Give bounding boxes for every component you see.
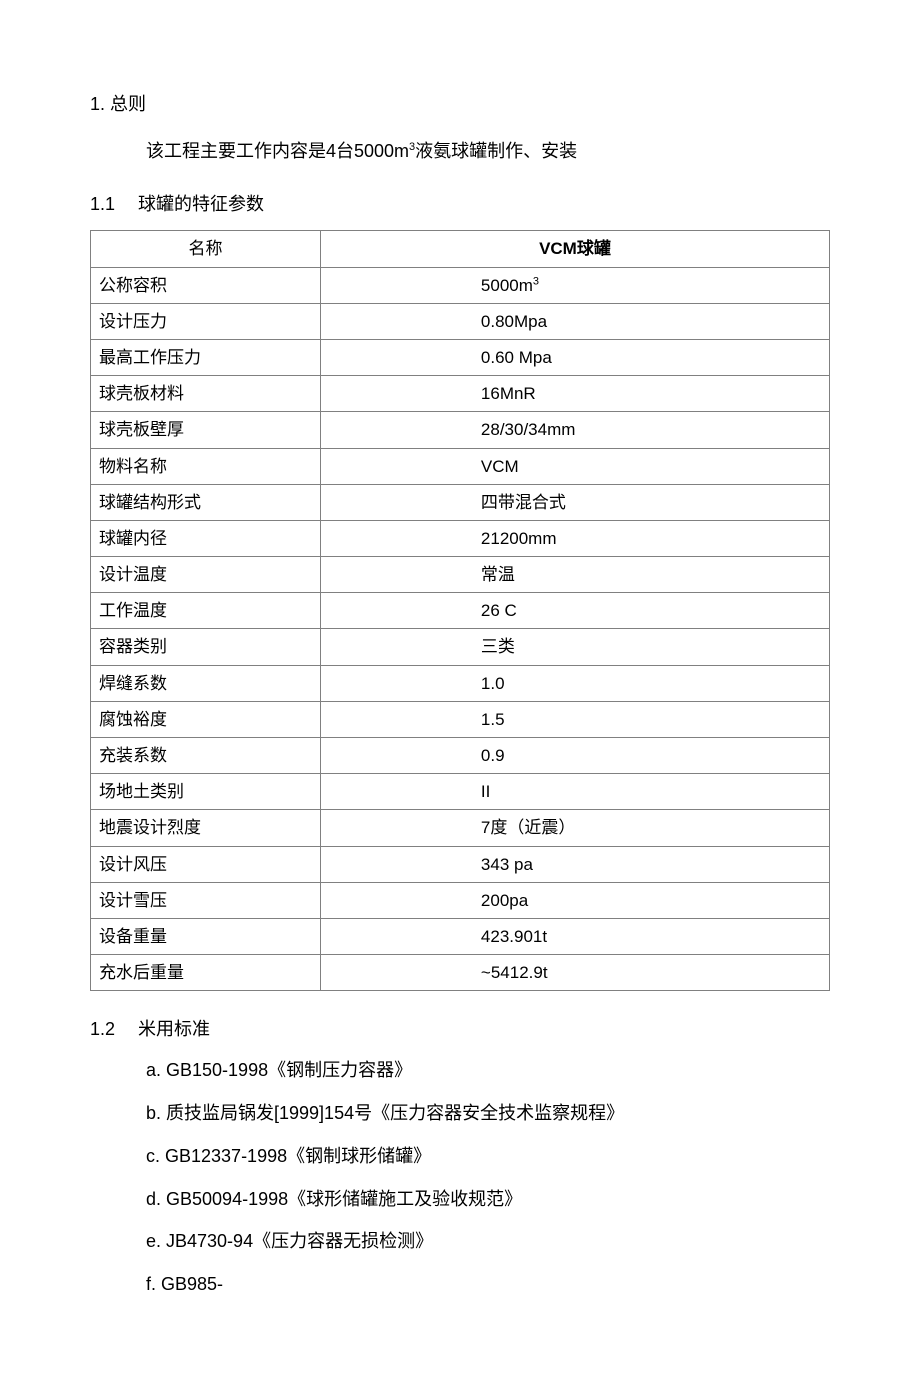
row-label: 球罐内径	[91, 520, 321, 556]
row-label: 腐蚀裕度	[91, 701, 321, 737]
row-value: 1.5	[320, 701, 829, 737]
row-label: 球壳板材料	[91, 376, 321, 412]
row-value: 21200mm	[320, 520, 829, 556]
standards-list: a. GB150-1998《钢制压力容器》 b. 质技监局锅发[1999]154号…	[146, 1056, 830, 1299]
row-label: 场地土类别	[91, 774, 321, 810]
table-row: 球壳板材料16MnR	[91, 376, 830, 412]
header-name: 名称	[91, 231, 321, 267]
row-value: 26 C	[320, 593, 829, 629]
row-value: 28/30/34mm	[320, 412, 829, 448]
row-label: 焊缝系数	[91, 665, 321, 701]
row-value: 三类	[320, 629, 829, 665]
row-value: 16MnR	[320, 376, 829, 412]
table-row: 腐蚀裕度1.5	[91, 701, 830, 737]
subsection-title: 球罐的特征参数	[138, 194, 264, 214]
subsection-1-2: 1.2 米用标准	[90, 1015, 830, 1044]
row-label: 地震设计烈度	[91, 810, 321, 846]
subsection-title: 米用标准	[138, 1019, 210, 1039]
row-value: 0.60 Mpa	[320, 339, 829, 375]
row-label: 公称容积	[91, 267, 321, 303]
table-row: 地震设计烈度7度（近震）	[91, 810, 830, 846]
table-row: 工作温度26 C	[91, 593, 830, 629]
table-row: 充装系数0.9	[91, 738, 830, 774]
table-row: 设备重量423.901t	[91, 918, 830, 954]
row-label: 容器类别	[91, 629, 321, 665]
row-value: 常温	[320, 557, 829, 593]
row-value: 343 pa	[320, 846, 829, 882]
row-label: 设备重量	[91, 918, 321, 954]
row-label: 充装系数	[91, 738, 321, 774]
list-item: c. GB12337-1998《钢制球形储罐》	[146, 1142, 830, 1171]
table-row: 设计雪压200pa	[91, 882, 830, 918]
subsection-num: 1.1	[90, 194, 115, 214]
row-value: 1.0	[320, 665, 829, 701]
table-row: 设计温度常温	[91, 557, 830, 593]
row-label: 设计风压	[91, 846, 321, 882]
row-label: 物料名称	[91, 448, 321, 484]
list-item: d. GB50094-1998《球形储罐施工及验收规范》	[146, 1185, 830, 1214]
row-value: ~5412.9t	[320, 955, 829, 991]
subsection-1-1: 1.1 球罐的特征参数	[90, 190, 830, 219]
row-value: 423.901t	[320, 918, 829, 954]
intro-suffix: 液氨球罐制作、安装	[415, 141, 577, 161]
table-row: 最高工作压力0.60 Mpa	[91, 339, 830, 375]
subsection-num: 1.2	[90, 1019, 115, 1039]
section-heading: 1. 总则	[90, 90, 830, 119]
row-value: 四带混合式	[320, 484, 829, 520]
row-value: VCM	[320, 448, 829, 484]
row-value: 200pa	[320, 882, 829, 918]
row-value: 5000m3	[320, 267, 829, 303]
table-row: 容器类别三类	[91, 629, 830, 665]
row-value: 0.80Mpa	[320, 303, 829, 339]
row-value: II	[320, 774, 829, 810]
row-label: 球壳板壁厚	[91, 412, 321, 448]
list-item: a. GB150-1998《钢制压力容器》	[146, 1056, 830, 1085]
row-label: 设计雪压	[91, 882, 321, 918]
row-label: 设计压力	[91, 303, 321, 339]
spec-table: 名称 VCM球罐 公称容积5000m3设计压力0.80Mpa最高工作压力0.60…	[90, 230, 830, 991]
table-row: 球壳板壁厚28/30/34mm	[91, 412, 830, 448]
row-label: 设计温度	[91, 557, 321, 593]
row-value: 0.9	[320, 738, 829, 774]
row-value: 7度（近震）	[320, 810, 829, 846]
header-value: VCM球罐	[320, 231, 829, 267]
table-row: 焊缝系数1.0	[91, 665, 830, 701]
row-label: 充水后重量	[91, 955, 321, 991]
table-row: 球罐结构形式四带混合式	[91, 484, 830, 520]
list-item: b. 质技监局锅发[1999]154号《压力容器安全技术监察规程》	[146, 1099, 830, 1128]
table-row: 设计压力0.80Mpa	[91, 303, 830, 339]
table-row: 充水后重量~5412.9t	[91, 955, 830, 991]
list-item: e. JB4730-94《压力容器无损检测》	[146, 1227, 830, 1256]
row-label: 球罐结构形式	[91, 484, 321, 520]
intro-text: 该工程主要工作内容是4台5000m3液氨球罐制作、安装	[146, 137, 830, 166]
table-row: 设计风压343 pa	[91, 846, 830, 882]
row-label: 工作温度	[91, 593, 321, 629]
table-row: 公称容积5000m3	[91, 267, 830, 303]
table-row: 场地土类别II	[91, 774, 830, 810]
list-item: f. GB985-	[146, 1270, 830, 1299]
row-label: 最高工作压力	[91, 339, 321, 375]
table-row: 物料名称VCM	[91, 448, 830, 484]
table-header-row: 名称 VCM球罐	[91, 231, 830, 267]
intro-prefix: 该工程主要工作内容是4台5000m	[146, 141, 409, 161]
table-row: 球罐内径21200mm	[91, 520, 830, 556]
